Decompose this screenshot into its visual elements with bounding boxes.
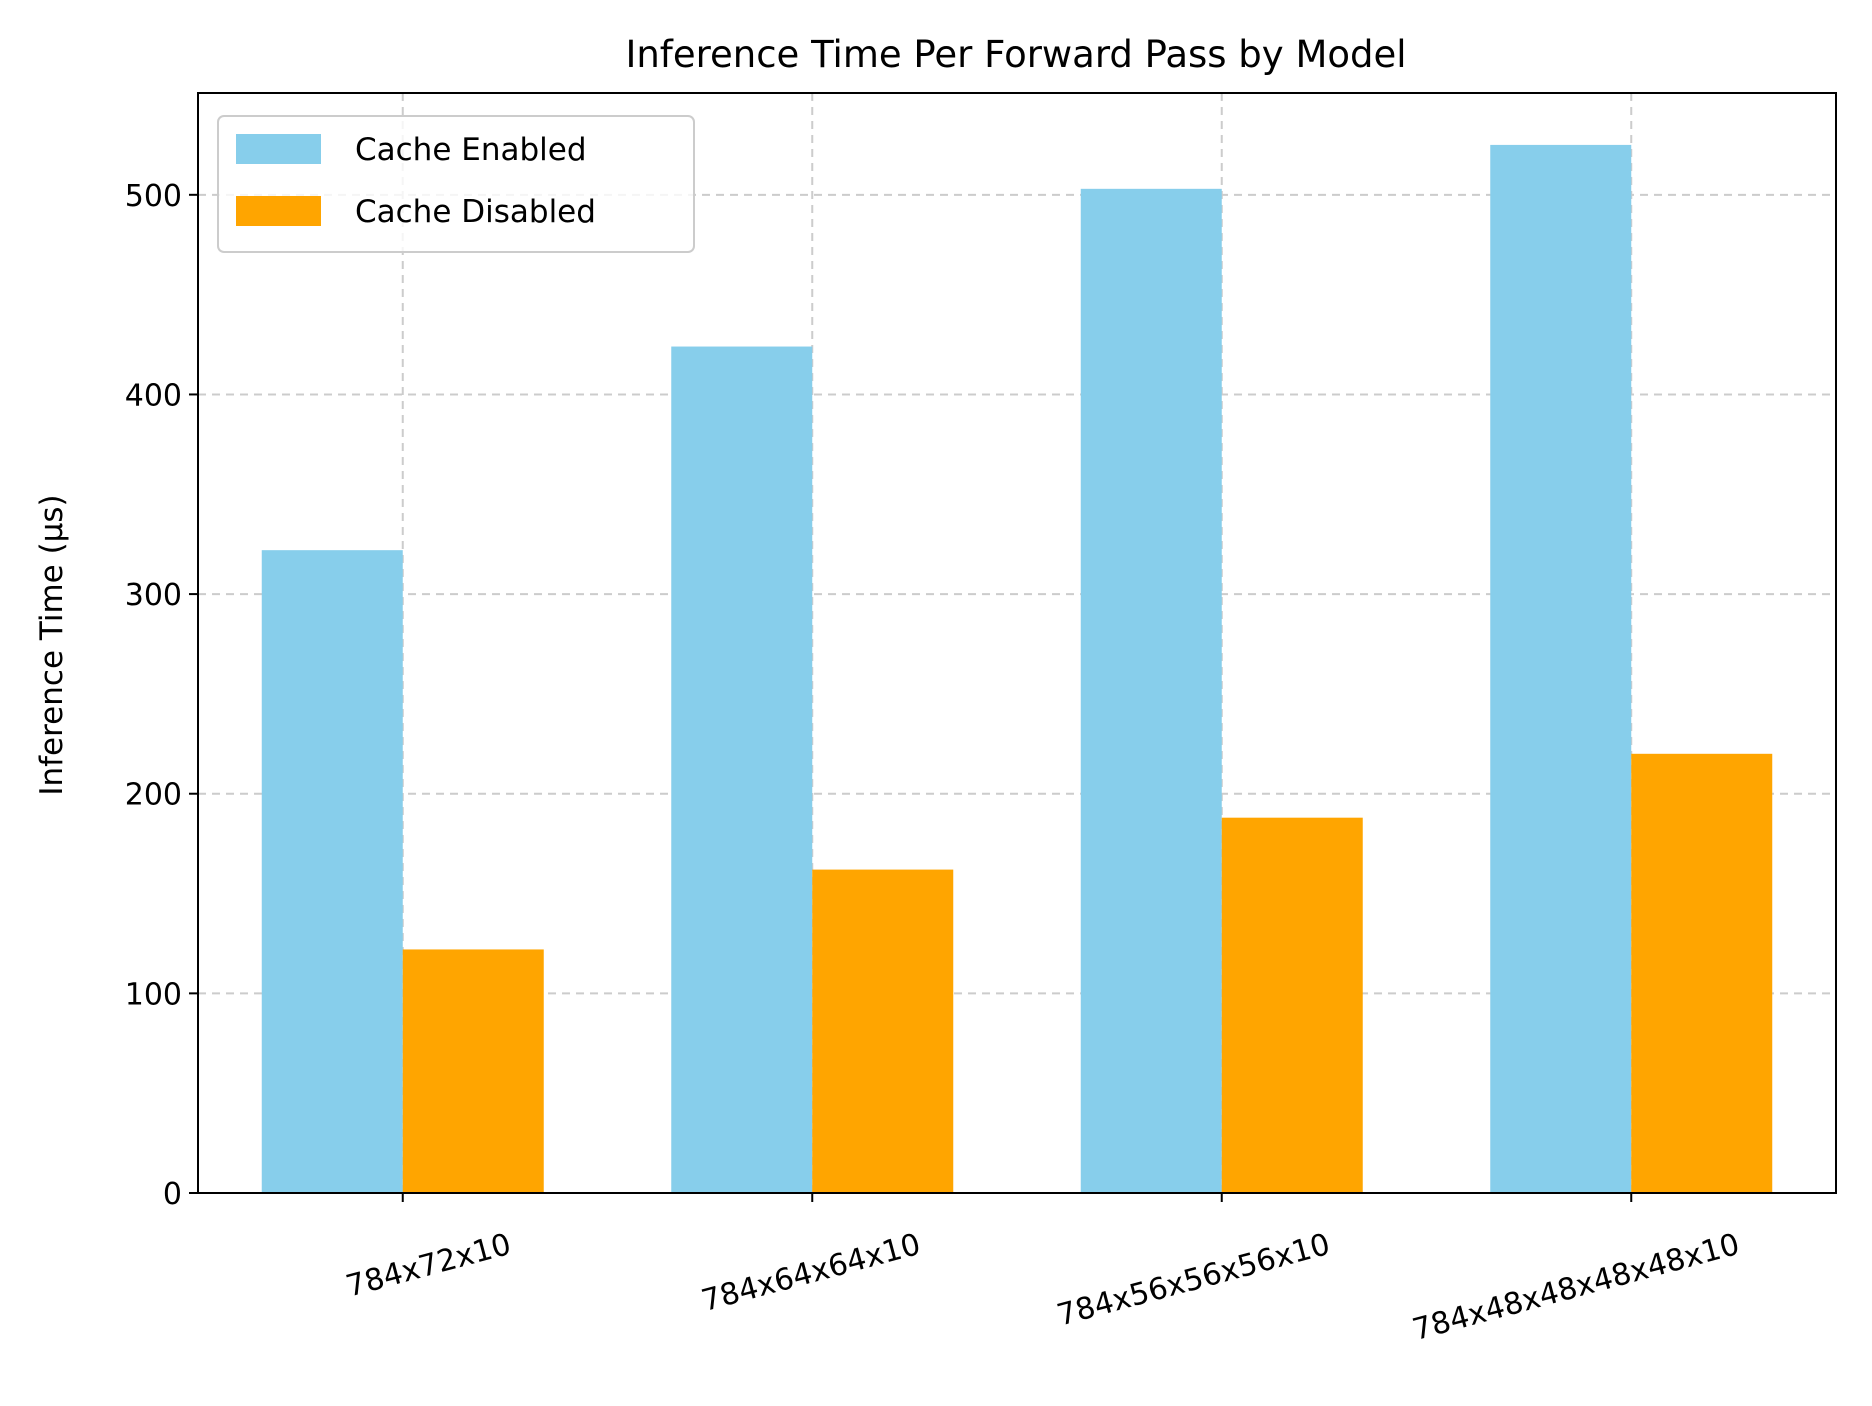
chart-title: Inference Time Per Forward Pass by Model (625, 33, 1406, 76)
bar-cache-disabled (1631, 753, 1773, 1193)
y-tick-label: 200 (125, 778, 182, 813)
legend-swatch-cache-disabled (236, 196, 321, 226)
legend-box (217, 115, 695, 253)
bar-cache-enabled (1080, 188, 1222, 1193)
x-tick-label: 784x56x56x56x10 (1053, 1227, 1333, 1334)
x-tick-label: 784x64x64x10 (698, 1227, 924, 1319)
bar-cache-enabled (671, 346, 813, 1193)
y-tick-label: 400 (125, 378, 182, 413)
bar-cache-disabled (1221, 817, 1363, 1193)
y-tick-label: 300 (125, 578, 182, 613)
bar-cache-disabled (812, 869, 954, 1193)
plot-frame (197, 92, 1837, 1194)
y-tick-label: 500 (125, 179, 182, 214)
y-tick-label: 100 (125, 977, 182, 1012)
y-tick-label: 0 (163, 1177, 182, 1212)
legend: Cache Enabled Cache Disabled (217, 115, 695, 253)
x-tick-label: 784x72x10 (342, 1227, 514, 1305)
legend-swatch-cache-enabled (236, 134, 321, 164)
y-axis-label: Inference Time (µs) (34, 494, 70, 795)
legend-label: Cache Enabled (355, 132, 587, 168)
x-tick-label: 784x48x48x48x48x10 (1409, 1227, 1743, 1348)
legend-label: Cache Disabled (355, 194, 596, 230)
bar-cache-disabled (402, 949, 544, 1193)
bars (261, 144, 1773, 1193)
bar-cache-enabled (261, 550, 403, 1193)
bar-cache-enabled (1490, 144, 1632, 1193)
